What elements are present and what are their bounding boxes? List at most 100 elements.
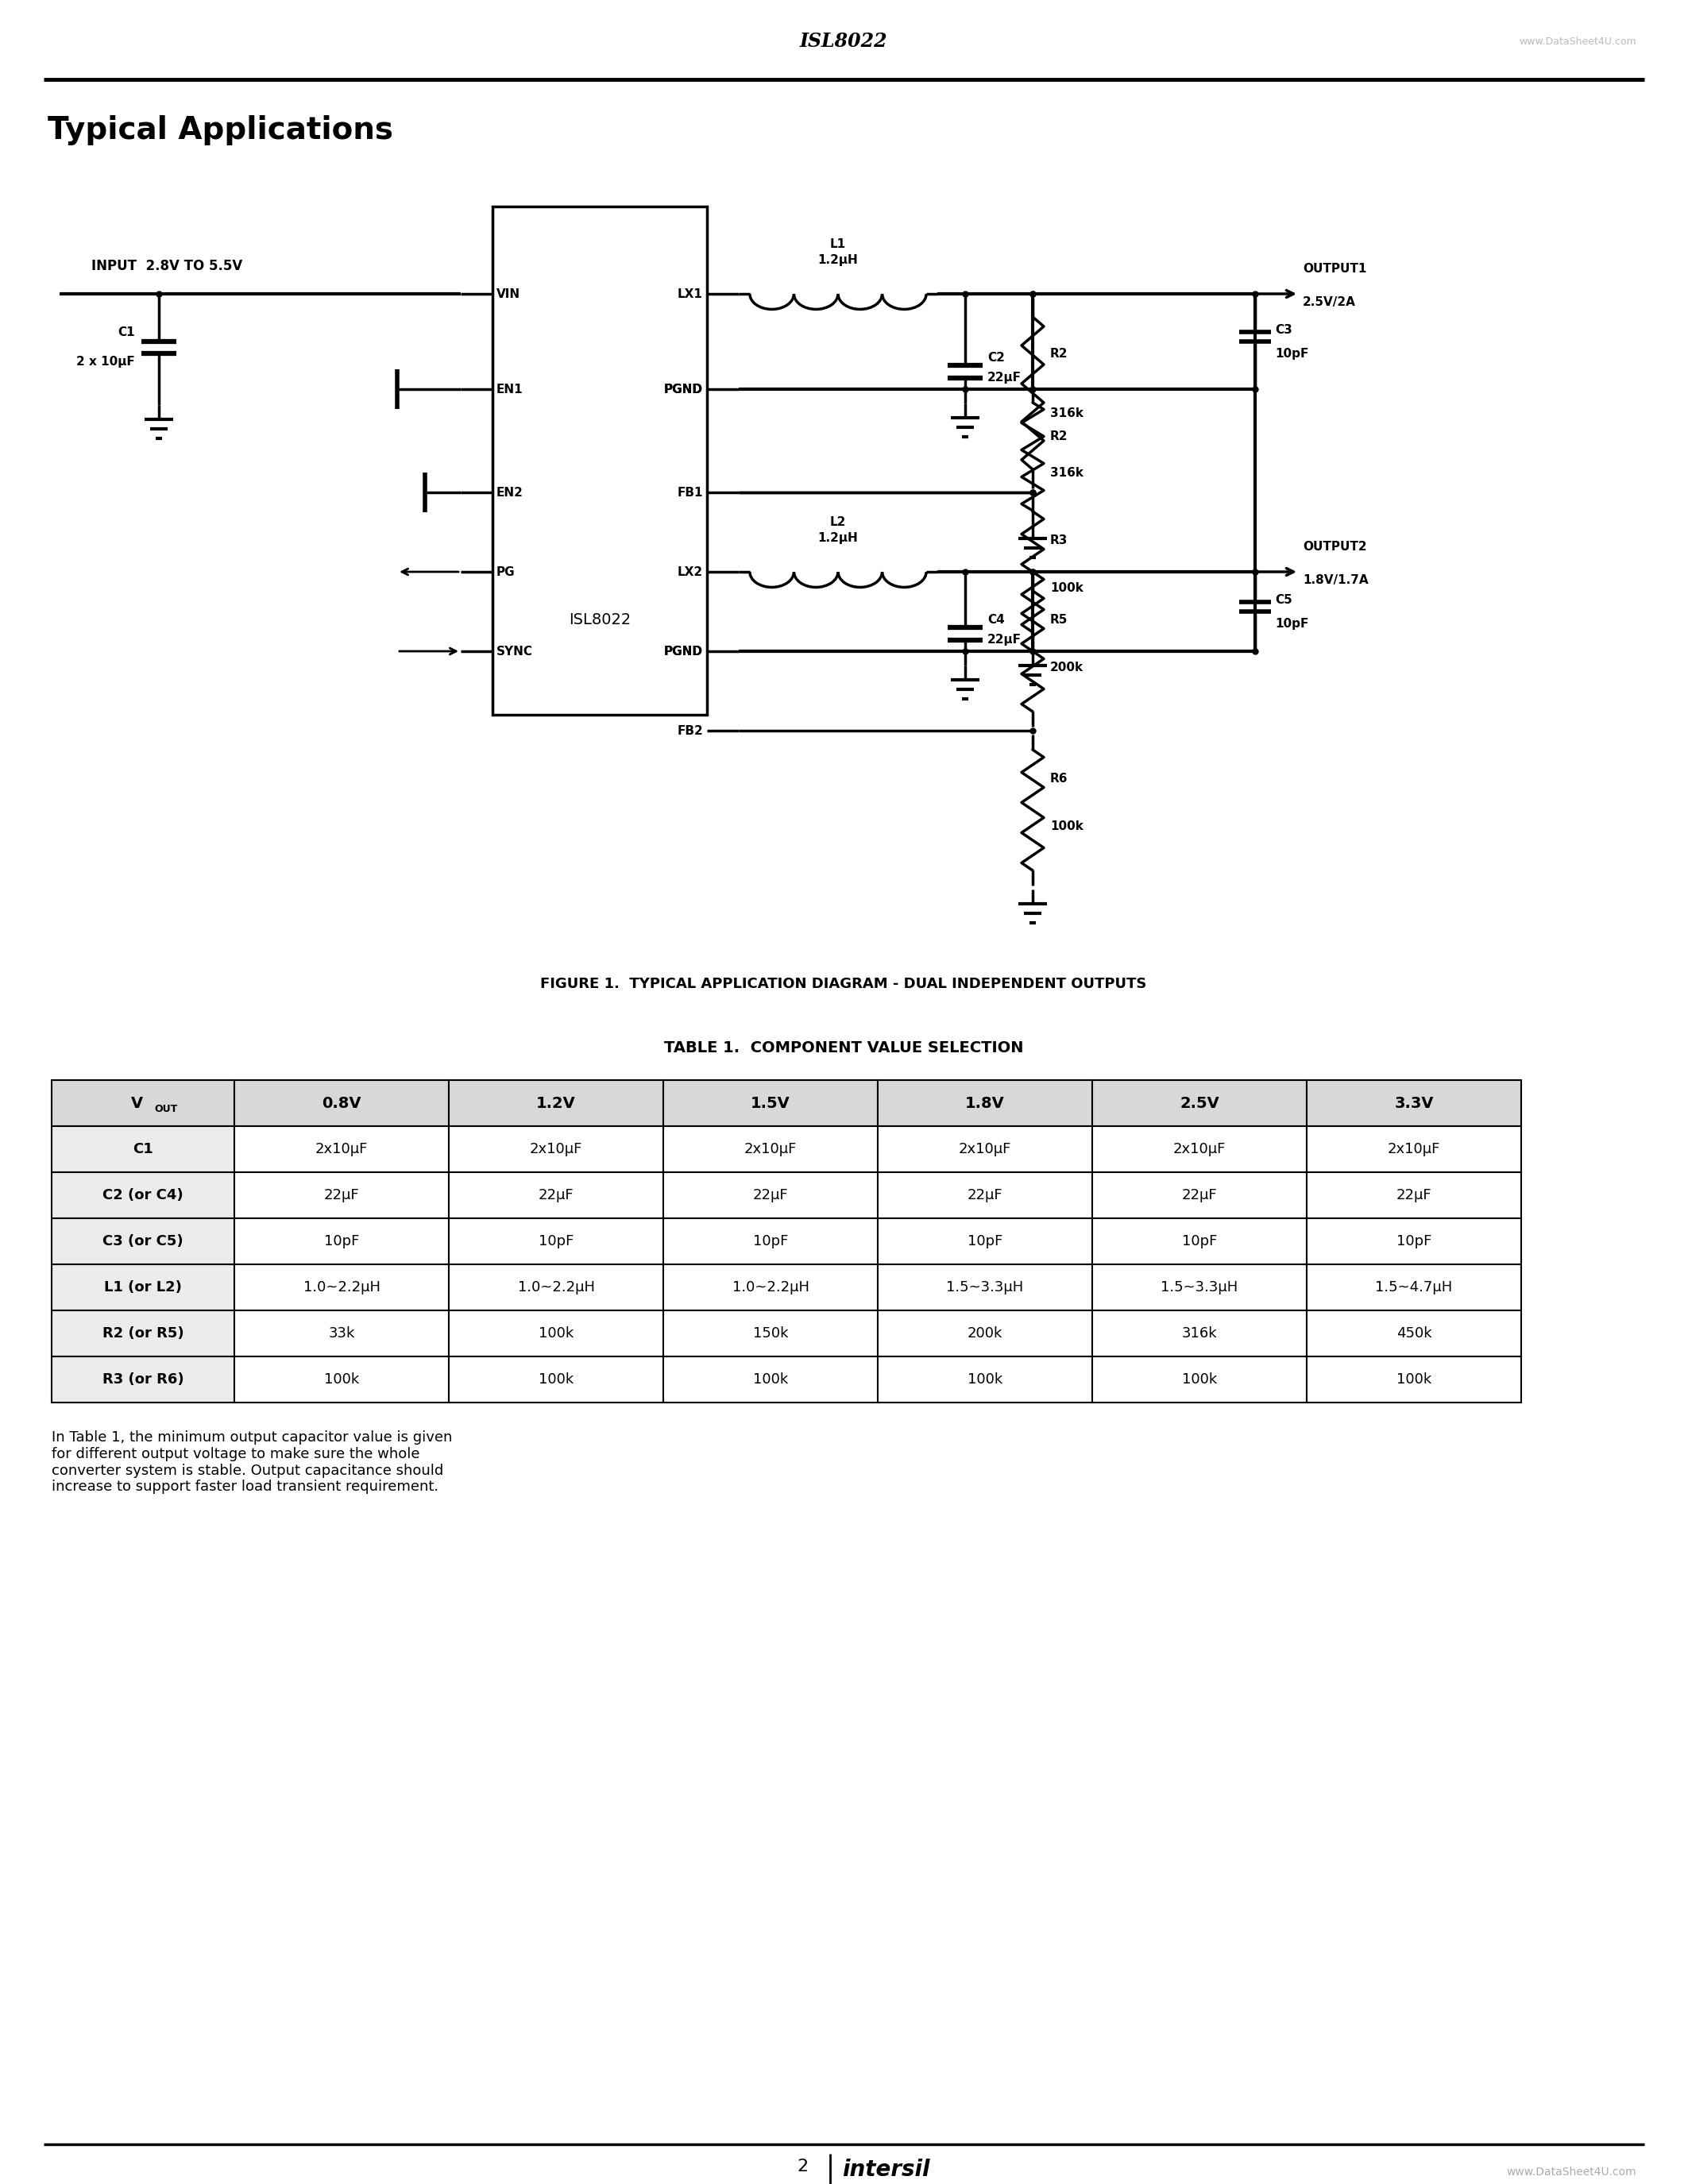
Text: 150k: 150k	[753, 1326, 788, 1341]
Text: 100k: 100k	[753, 1372, 788, 1387]
Bar	[235, 1081, 449, 1127]
Bar	[449, 1356, 663, 1402]
Text: 100k: 100k	[1050, 819, 1084, 832]
Text: 10pF: 10pF	[1396, 1234, 1431, 1249]
Bar	[1092, 1081, 1307, 1127]
Text: 2x10µF: 2x10µF	[530, 1142, 582, 1155]
Text: FB1: FB1	[677, 487, 702, 498]
Bar	[52, 1356, 235, 1402]
Text: ISL8022: ISL8022	[800, 33, 888, 50]
Text: 22µF: 22µF	[987, 633, 1021, 644]
Text: 100k: 100k	[1182, 1372, 1217, 1387]
Text: 10pF: 10pF	[1274, 347, 1308, 360]
Text: 33k: 33k	[327, 1326, 354, 1341]
Text: 22µF: 22µF	[987, 371, 1021, 382]
Text: 22µF: 22µF	[324, 1188, 360, 1203]
Text: 0.8V: 0.8V	[322, 1096, 361, 1112]
Text: 1.5~4.7µH: 1.5~4.7µH	[1376, 1280, 1453, 1295]
Text: PGND: PGND	[663, 644, 702, 657]
Text: 1.2µH: 1.2µH	[819, 533, 858, 544]
Text: 10pF: 10pF	[324, 1234, 360, 1249]
Text: 2 x 10µF: 2 x 10µF	[76, 356, 135, 367]
Bar	[449, 1081, 663, 1127]
Bar	[449, 1127, 663, 1173]
Text: www.DataSheet4U.com: www.DataSheet4U.com	[1506, 2167, 1636, 2177]
Text: 22µF: 22µF	[967, 1188, 1003, 1203]
Text: 10pF: 10pF	[538, 1234, 574, 1249]
Bar	[52, 1127, 235, 1173]
Text: 100k: 100k	[967, 1372, 1003, 1387]
Text: ISL8022: ISL8022	[569, 612, 631, 627]
Text: 1.2V: 1.2V	[537, 1096, 576, 1112]
Bar	[1307, 1219, 1521, 1265]
Text: 1.0~2.2µH: 1.0~2.2µH	[518, 1280, 594, 1295]
Text: R2: R2	[1050, 430, 1069, 443]
Text: LX1: LX1	[677, 288, 702, 299]
Bar	[1307, 1265, 1521, 1310]
Bar	[878, 1127, 1092, 1173]
Bar	[663, 1356, 878, 1402]
Text: 316k: 316k	[1050, 467, 1084, 478]
Bar	[449, 1265, 663, 1310]
Bar	[52, 1219, 235, 1265]
Text: L1 (or L2): L1 (or L2)	[105, 1280, 182, 1295]
Text: LX2: LX2	[677, 566, 702, 579]
Text: R2: R2	[1050, 347, 1069, 360]
Text: SYNC: SYNC	[496, 644, 533, 657]
Bar	[449, 1310, 663, 1356]
Text: L2: L2	[830, 515, 846, 529]
Text: 1.5V: 1.5V	[751, 1096, 790, 1112]
Text: C3: C3	[1274, 323, 1293, 336]
Text: 100k: 100k	[1396, 1372, 1431, 1387]
Text: 1.0~2.2µH: 1.0~2.2µH	[304, 1280, 380, 1295]
Text: TABLE 1.  COMPONENT VALUE SELECTION: TABLE 1. COMPONENT VALUE SELECTION	[663, 1040, 1023, 1055]
Text: L1: L1	[830, 238, 846, 251]
Text: 2x10µF: 2x10µF	[316, 1142, 368, 1155]
Text: 22µF: 22µF	[1396, 1188, 1431, 1203]
Bar	[878, 1173, 1092, 1219]
Text: 1.8V: 1.8V	[966, 1096, 1004, 1112]
Text: V: V	[130, 1096, 142, 1112]
Text: In Table 1, the minimum output capacitor value is given
for different output vol: In Table 1, the minimum output capacitor…	[52, 1431, 452, 1494]
Text: 2x10µF: 2x10µF	[1388, 1142, 1440, 1155]
Bar	[235, 1219, 449, 1265]
Text: 2: 2	[797, 2158, 809, 2175]
Bar	[663, 1310, 878, 1356]
Text: C1: C1	[118, 325, 135, 339]
Text: EN1: EN1	[496, 382, 523, 395]
Text: R3 (or R6): R3 (or R6)	[103, 1372, 184, 1387]
Text: PGND: PGND	[663, 644, 702, 657]
Bar	[663, 1127, 878, 1173]
Text: 2.5V/2A: 2.5V/2A	[1303, 295, 1355, 308]
Bar	[1307, 1127, 1521, 1173]
Bar	[1307, 1173, 1521, 1219]
Bar	[1307, 1081, 1521, 1127]
Text: 22µF: 22µF	[538, 1188, 574, 1203]
Text: R6: R6	[1050, 773, 1069, 784]
Text: PG: PG	[496, 566, 515, 579]
Text: 1.8V/1.7A: 1.8V/1.7A	[1303, 574, 1369, 585]
Text: EN2: EN2	[496, 487, 523, 498]
Text: 22µF: 22µF	[753, 1188, 788, 1203]
Bar	[878, 1219, 1092, 1265]
Text: 10pF: 10pF	[967, 1234, 1003, 1249]
Text: 100k: 100k	[538, 1372, 574, 1387]
Text: PGND: PGND	[663, 382, 702, 395]
Text: INPUT  2.8V TO 5.5V: INPUT 2.8V TO 5.5V	[91, 260, 243, 273]
Text: FIGURE 1.  TYPICAL APPLICATION DIAGRAM - DUAL INDEPENDENT OUTPUTS: FIGURE 1. TYPICAL APPLICATION DIAGRAM - …	[540, 976, 1146, 992]
Text: 316k: 316k	[1050, 406, 1084, 419]
Bar	[1092, 1310, 1307, 1356]
Text: R3: R3	[1050, 535, 1069, 546]
Bar	[235, 1127, 449, 1173]
Bar	[52, 1310, 235, 1356]
Text: OUTPUT2: OUTPUT2	[1303, 539, 1367, 553]
Text: R5: R5	[1050, 614, 1069, 625]
Text: C2 (or C4): C2 (or C4)	[103, 1188, 184, 1203]
Bar	[52, 1081, 235, 1127]
Bar	[493, 207, 707, 714]
Text: 10pF: 10pF	[1274, 618, 1308, 629]
Bar	[1092, 1173, 1307, 1219]
Text: www.DataSheet4U.com: www.DataSheet4U.com	[1519, 37, 1636, 46]
Text: 1.2µH: 1.2µH	[819, 253, 858, 266]
Text: 1.0~2.2µH: 1.0~2.2µH	[733, 1280, 809, 1295]
